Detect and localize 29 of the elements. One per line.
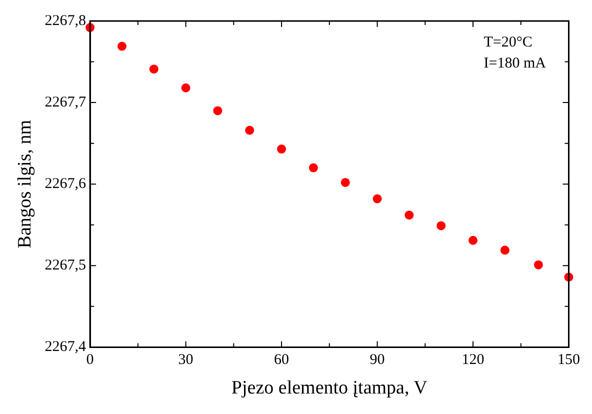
y-tick-label: 2267,6 — [44, 176, 87, 192]
x-axis-title: Pjezo elemento įtampa, V — [231, 378, 428, 399]
annotation: T=20°C — [484, 34, 532, 50]
annotation: I=180 mA — [484, 55, 546, 72]
point — [213, 106, 222, 116]
point — [181, 83, 190, 92]
x-tick-label: 0 — [86, 352, 94, 368]
point — [372, 194, 382, 204]
point — [149, 64, 158, 74]
y-tick-label: 2267,4 — [44, 339, 87, 356]
point — [308, 163, 318, 172]
point — [436, 221, 446, 230]
y-tick-label: 2267,8 — [44, 12, 86, 29]
point — [117, 42, 126, 51]
point — [534, 260, 543, 270]
x-tick-label: 120 — [462, 352, 484, 368]
point — [277, 144, 286, 154]
point — [340, 178, 350, 187]
point — [245, 126, 254, 135]
point — [404, 210, 414, 220]
point — [500, 246, 510, 255]
x-tick-label: 60 — [274, 352, 290, 368]
y-axis-title: Bangos ilgis, nm — [14, 120, 36, 248]
y-tick-label: 2267,7 — [44, 94, 87, 110]
x-tick-label: 150 — [558, 352, 580, 368]
y-tick-label: 2267,5 — [44, 258, 86, 274]
x-tick-label: 90 — [370, 352, 385, 368]
x-tick-label: 30 — [178, 352, 194, 368]
point — [468, 236, 478, 245]
